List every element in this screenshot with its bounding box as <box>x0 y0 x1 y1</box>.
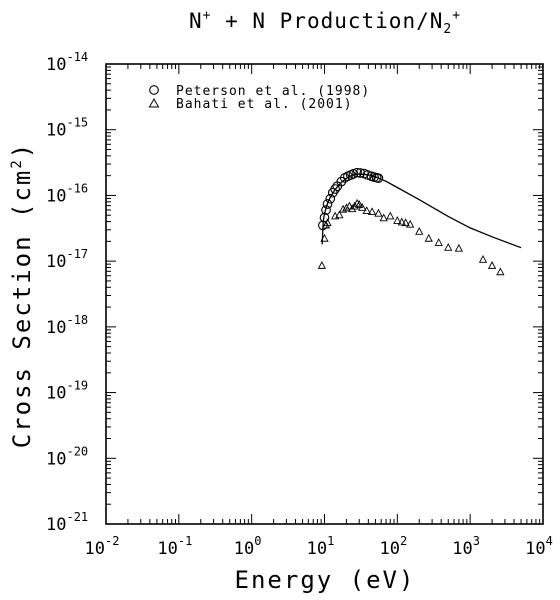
bahati-data-point <box>444 242 453 251</box>
bahati-data-point <box>374 208 383 217</box>
chart-title: N+ + N Production/N2+ <box>189 8 461 37</box>
bahati-data-point <box>415 226 424 235</box>
model-curve-line <box>321 173 522 249</box>
y-axis-label: Cross Section (cm2) <box>8 142 36 449</box>
bahati-data-point <box>397 217 406 226</box>
title-sub: 2 <box>443 22 452 37</box>
bahati-data-point <box>352 198 362 207</box>
bahati-data-point <box>335 210 344 219</box>
y-tick-label: 10-20 <box>46 444 88 469</box>
y-tick-label: 10-17 <box>46 247 88 272</box>
data-series <box>317 167 522 276</box>
y-tick-label: 10-16 <box>46 181 88 206</box>
x-tick-label: 104 <box>525 534 553 559</box>
axis-ticks <box>105 64 543 525</box>
x-tick-label: 102 <box>379 534 407 559</box>
bahati-data-point <box>317 261 327 269</box>
y-tick-label: 10-15 <box>46 116 88 141</box>
peterson-data-point <box>325 193 336 204</box>
y-axis-label-sup: 2 <box>9 158 25 168</box>
y-axis-label-main: Cross Section (cm <box>8 169 36 449</box>
x-tick-labels: 10-2 10-1 100 101 102 103 104 <box>85 534 553 559</box>
bahati-data-point <box>424 233 433 242</box>
bahati-data-point <box>345 201 354 210</box>
legend-circle-marker <box>149 85 159 95</box>
bahati-data-point <box>434 238 443 246</box>
bahati-data-point <box>478 254 488 263</box>
bahati-data-point <box>401 218 410 227</box>
y-tick-label: 10-19 <box>46 379 88 404</box>
title-middle: + N Production/N <box>211 9 443 33</box>
y-tick-labels: 10-21 10-20 10-19 10-18 10-17 10-16 10-15 10-14 <box>46 50 88 535</box>
x-tick-label: 103 <box>452 534 480 559</box>
title-prefix-sup: + <box>203 8 212 23</box>
bahati-data-point <box>386 211 395 220</box>
x-tick-label: 100 <box>234 534 262 559</box>
x-tick-label: 101 <box>307 534 335 559</box>
peterson-data-point <box>355 168 366 178</box>
title-prefix: N <box>189 9 203 33</box>
bahati-data-point <box>379 213 388 222</box>
bahati-data-point <box>487 261 497 269</box>
peterson-data-point <box>330 184 340 194</box>
x-tick-label: 10-1 <box>157 534 192 559</box>
y-tick-label: 10-18 <box>46 313 88 338</box>
bahati-data-point <box>406 219 415 228</box>
bahati-data-point <box>367 207 377 216</box>
legend: Peterson et al. (1998) Bahati et al. (20… <box>148 84 370 112</box>
bahati-data-point <box>342 203 351 212</box>
bahati-data-point <box>348 204 357 213</box>
bahati-data-point <box>323 218 332 227</box>
bahati-data-point <box>338 204 348 213</box>
bahati-data-point <box>393 216 402 224</box>
peterson-data-point <box>352 167 362 178</box>
bahati-data-point <box>358 202 367 211</box>
x-tick-label: 10-2 <box>85 534 120 559</box>
bahati-data-point <box>454 243 464 252</box>
bahati-data-point <box>496 267 505 276</box>
peterson-data-point <box>373 173 384 184</box>
x-axis-label: Energy (eV) <box>235 566 416 594</box>
peterson-data-point <box>322 199 333 209</box>
legend-label-peterson: Peterson et al. (1998) <box>176 84 370 99</box>
legend-label-bahati: Bahati et al. (2001) <box>176 97 353 112</box>
plot-frame <box>105 63 544 525</box>
y-tick-label: 10-14 <box>46 50 88 75</box>
y-axis-label-suffix: ) <box>8 142 36 158</box>
title-sup: + <box>452 8 461 23</box>
y-tick-label: 10-21 <box>46 510 88 535</box>
peterson-data-point <box>321 205 331 215</box>
bahati-data-point <box>362 206 371 215</box>
legend-triangle-marker <box>148 97 160 108</box>
bahati-data-point <box>355 200 364 208</box>
